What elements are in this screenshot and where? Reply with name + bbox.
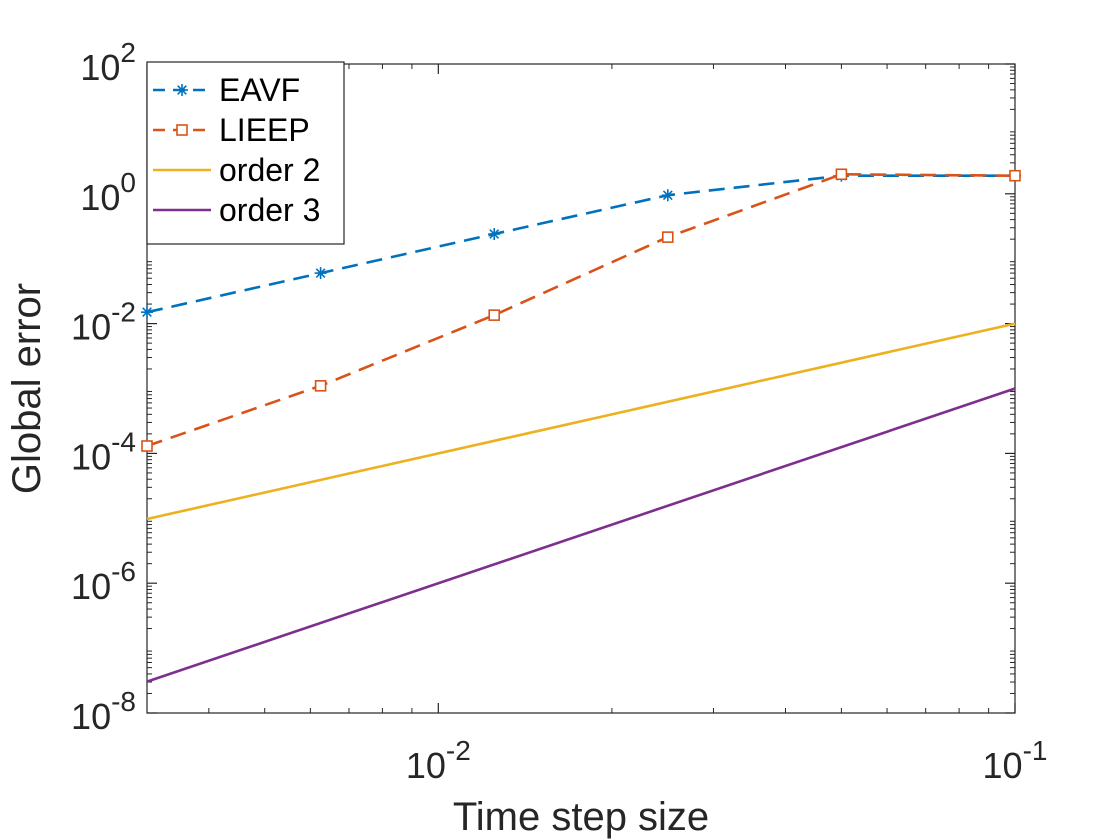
series-2: [141, 168, 1021, 452]
legend-label: order 2: [219, 152, 320, 188]
legend-label: order 3: [219, 192, 320, 228]
square-marker: [176, 124, 188, 136]
square-marker: [488, 309, 501, 321]
square-marker: [661, 231, 674, 243]
legend-label: EAVF: [219, 72, 300, 108]
series-line: [146, 172, 1016, 448]
square-marker: [835, 168, 848, 181]
legend-item: order 2: [153, 152, 320, 188]
legend-item: LIEEP: [153, 112, 310, 148]
legend-label: LIEEP: [219, 112, 310, 148]
asterisk-marker-stroke: [489, 229, 500, 239]
series-line: [146, 387, 1016, 683]
legend-item: order 3: [153, 192, 320, 228]
series-3: [146, 322, 1016, 521]
legend-item: EAVF: [153, 72, 300, 108]
square-marker: [314, 380, 327, 392]
y-axis-title: Global error: [5, 283, 49, 494]
x-axis-title: Time step size: [453, 795, 709, 839]
asterisk-marker-stroke: [315, 268, 326, 278]
asterisk-marker-stroke: [177, 85, 187, 95]
legend: EAVF LIEEP order 2 order 3: [146, 61, 345, 245]
series-4: [146, 387, 1016, 683]
series-line: [146, 322, 1016, 521]
square-marker: [141, 440, 153, 452]
series-group: [141, 168, 1021, 683]
asterisk-marker-stroke: [662, 190, 673, 201]
asterisk-marker-stroke: [142, 307, 152, 318]
square-marker: [1009, 169, 1021, 182]
